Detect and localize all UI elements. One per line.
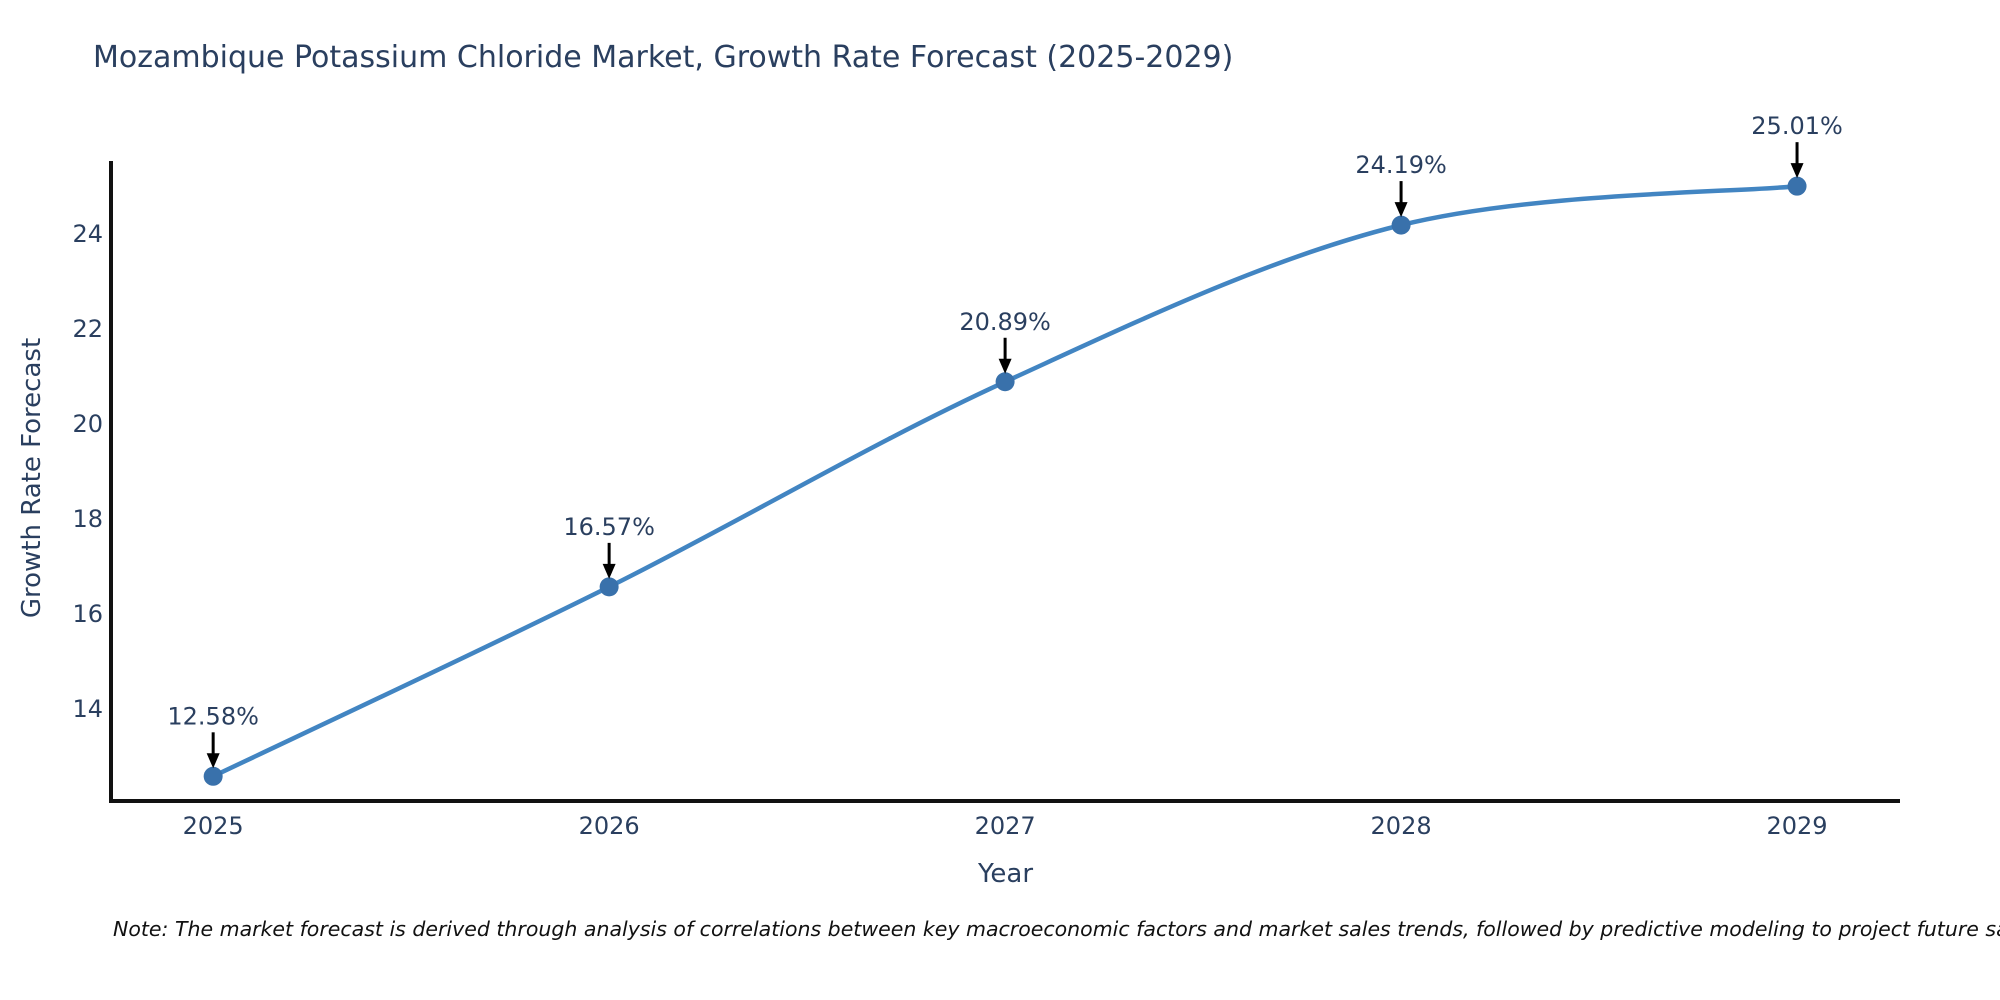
- y-tick-label: 16: [72, 600, 103, 628]
- forecast-line: [210, 183, 1800, 779]
- y-tick-label: 22: [72, 315, 103, 343]
- annotation-arrow-head: [998, 358, 1012, 374]
- annotation-arrow-head: [1790, 163, 1804, 179]
- y-axis-title: Growth Rate Forecast: [17, 338, 47, 618]
- y-tick-label: 24: [72, 220, 103, 248]
- annotation-arrow-head: [602, 563, 616, 579]
- x-tick-label: 2025: [183, 812, 244, 840]
- data-point-marker: [203, 766, 223, 786]
- x-tick-label: 2027: [975, 812, 1036, 840]
- data-point-marker: [1391, 215, 1411, 235]
- data-point-marker: [1787, 176, 1807, 196]
- data-point-label: 20.89%: [959, 308, 1051, 336]
- data-point-marker: [995, 372, 1015, 392]
- data-point-label: 24.19%: [1355, 151, 1447, 179]
- y-tick-label: 14: [72, 695, 103, 723]
- annotation-arrow-head: [1394, 202, 1408, 218]
- data-point-marker: [599, 577, 619, 597]
- x-tick-label: 2026: [579, 812, 640, 840]
- chart-title: Mozambique Potassium Chloride Market, Gr…: [93, 40, 1234, 75]
- x-tick-label: 2029: [1767, 812, 1828, 840]
- data-point-label: 12.58%: [167, 702, 259, 730]
- footnote: Note: The market forecast is derived thr…: [113, 917, 2000, 941]
- data-point-label: 16.57%: [563, 513, 655, 541]
- y-tick-label: 18: [72, 505, 103, 533]
- data-point-label: 25.01%: [1751, 112, 1843, 140]
- annotation-arrow-head: [206, 753, 220, 769]
- x-tick-label: 2028: [1371, 812, 1432, 840]
- y-tick-label: 20: [72, 410, 103, 438]
- x-axis-title: Year: [977, 859, 1033, 889]
